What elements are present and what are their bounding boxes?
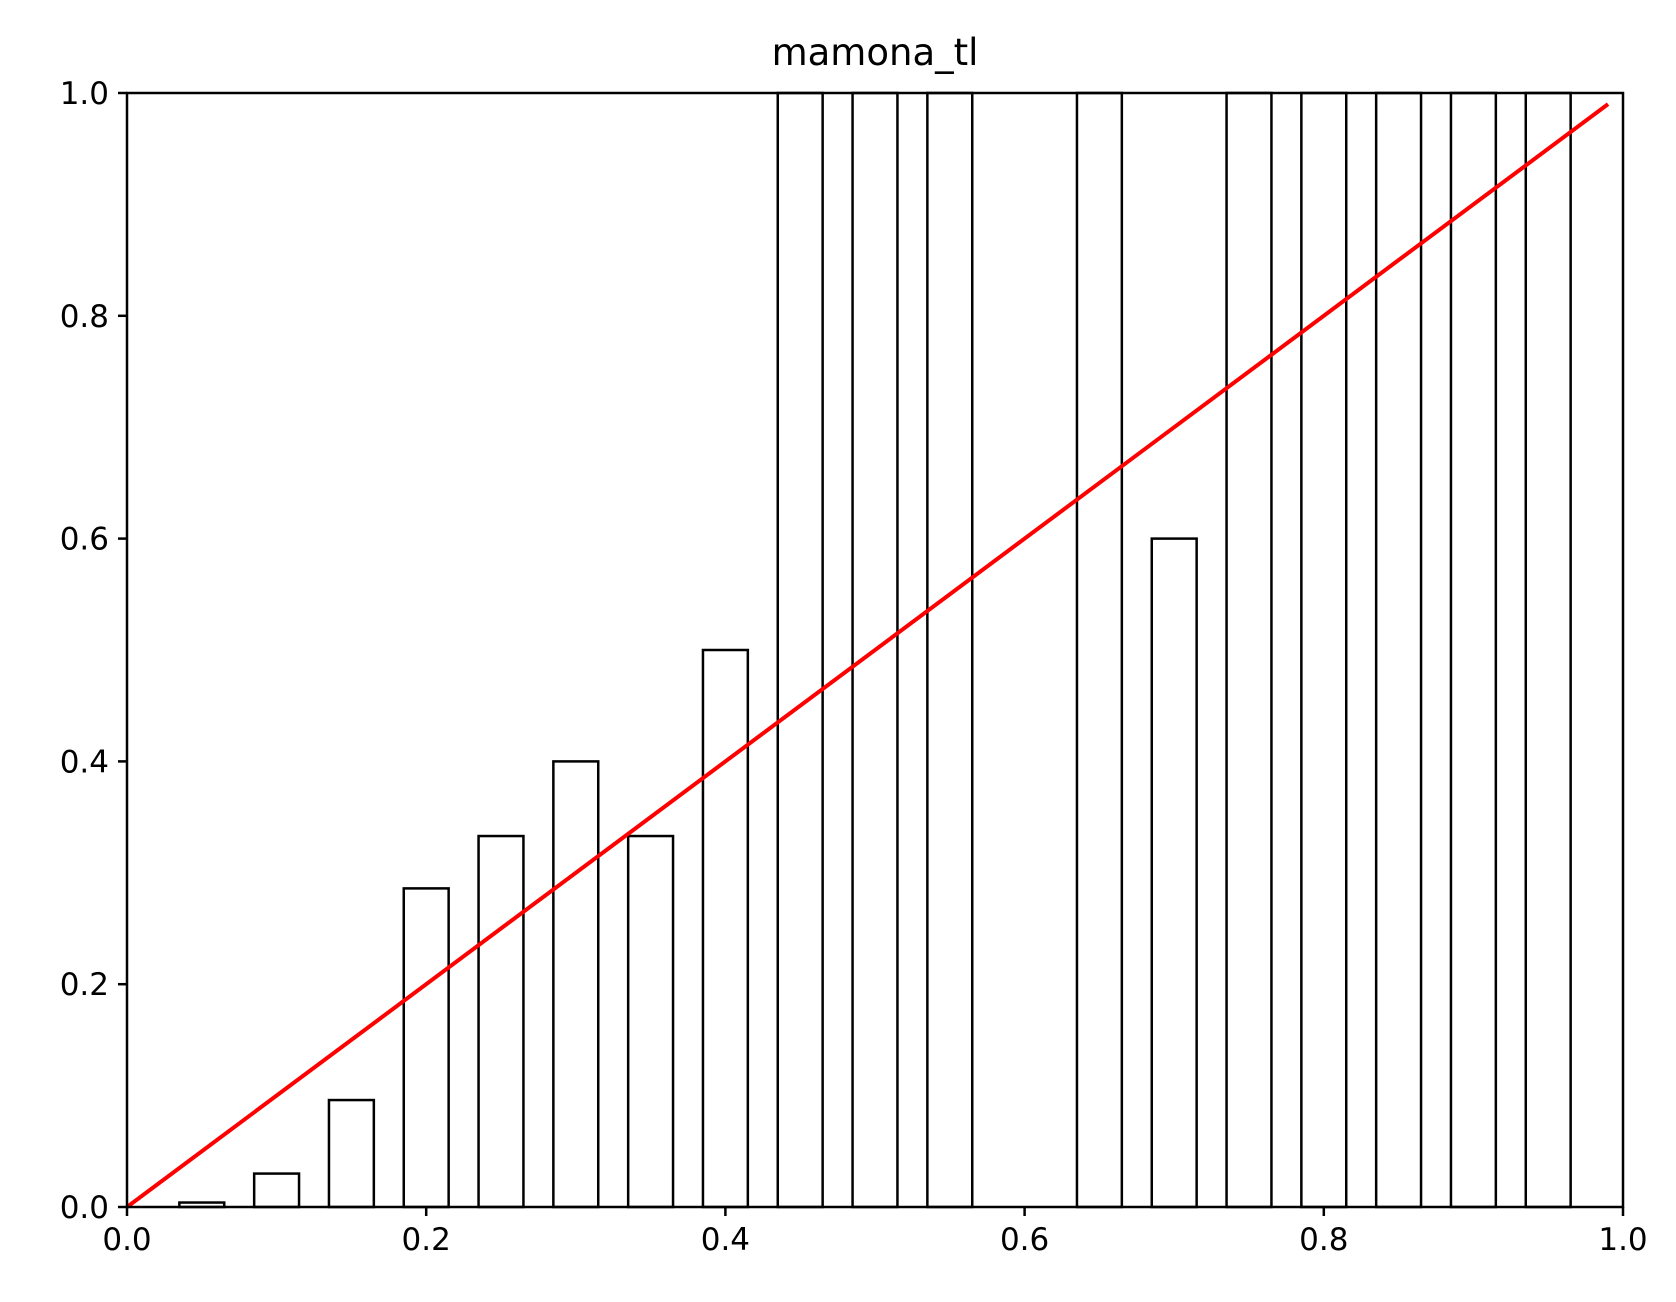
bar-6	[626, 834, 675, 1209]
bar-18	[1524, 91, 1572, 1209]
x-tick-label-3: 0.6	[1000, 1222, 1049, 1258]
bar-10	[926, 91, 974, 1209]
bar-1	[252, 1172, 301, 1209]
bar-16	[1374, 91, 1423, 1209]
y-tick-label-3: 0.6	[60, 522, 109, 558]
y-tick-label-5: 1.0	[60, 76, 109, 112]
bar-7	[701, 648, 750, 1209]
x-tick-label-0: 0.0	[102, 1222, 151, 1258]
bar-17	[1449, 91, 1498, 1209]
y-tick-label-2: 0.4	[60, 744, 109, 780]
bar-15	[1300, 91, 1348, 1209]
bar-5	[552, 760, 600, 1209]
bar-3	[402, 887, 450, 1209]
reference-line	[125, 102, 1610, 1209]
bar-8	[776, 91, 824, 1209]
y-tick-label-0: 0.0	[60, 1190, 109, 1226]
x-tick-label-1: 0.2	[402, 1222, 451, 1258]
bar-4	[477, 834, 525, 1209]
bar-14	[1225, 91, 1273, 1209]
plot-frame	[125, 91, 1625, 1209]
y-tick-label-1: 0.2	[60, 967, 109, 1003]
chart-title: mamona_tl	[772, 31, 979, 74]
x-tick-label-4: 0.8	[1299, 1222, 1348, 1258]
x-tick-label-5: 1.0	[1598, 1222, 1647, 1258]
bar-12	[1075, 91, 1124, 1209]
x-axis: 0.0 0.2 0.4 0.6 0.8 1.0	[102, 1207, 1648, 1258]
x-tick-label-2: 0.4	[701, 1222, 750, 1258]
bar-2	[327, 1098, 376, 1209]
bar-13	[1150, 537, 1198, 1209]
y-axis: 0.0 0.2 0.4 0.6 0.8 1.0	[60, 76, 127, 1226]
y-tick-label-4: 0.8	[60, 299, 109, 335]
